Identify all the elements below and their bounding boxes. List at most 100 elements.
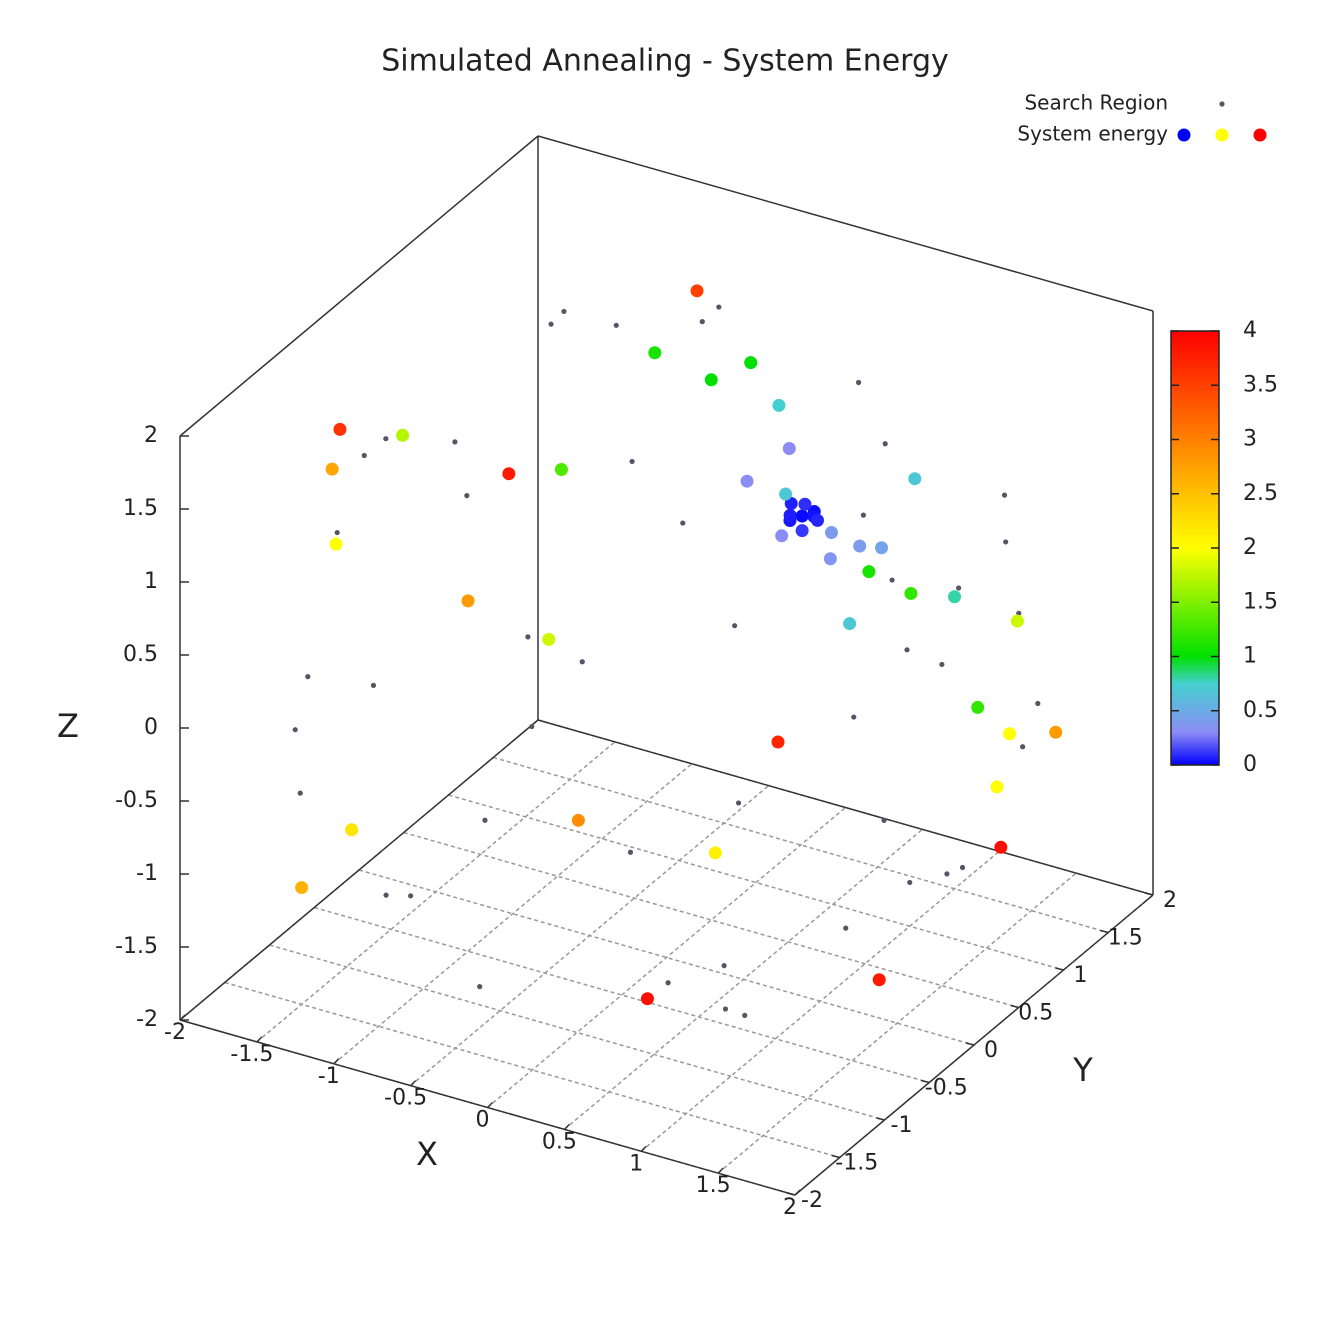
energy-point (325, 462, 339, 476)
y-tick-label: 0 (984, 1038, 998, 1063)
energy-point (782, 441, 796, 455)
legend-marker (1253, 128, 1267, 142)
search-point (665, 980, 671, 986)
search-point (907, 879, 913, 886)
cb-tick-label: 1 (1243, 644, 1257, 669)
y-tick-label: 2 (1163, 888, 1177, 913)
energy-point (784, 497, 798, 511)
z-tick-label: 1.5 (123, 496, 158, 521)
z-tick-label: 0 (144, 715, 158, 740)
energy-point (744, 356, 758, 370)
y-tick (876, 1117, 885, 1121)
search-point (882, 441, 888, 447)
grid-line (493, 756, 1109, 934)
grid-line (333, 763, 693, 1065)
z-tick-label: -1.5 (115, 934, 158, 959)
energy-point (843, 617, 857, 631)
energy-point (690, 284, 704, 298)
search-point (944, 871, 950, 877)
y-tick-label: -1 (891, 1113, 913, 1138)
y-tick (1055, 967, 1064, 971)
x-tick (794, 1189, 801, 1196)
energy-point (872, 973, 886, 987)
search-point (722, 1006, 729, 1012)
x-tick-label: 2 (783, 1195, 797, 1220)
x-tick (563, 1123, 570, 1130)
legend-label: System energy (1017, 122, 1168, 146)
energy-point (798, 497, 812, 511)
search-point (1020, 744, 1026, 750)
search-point (629, 458, 635, 465)
x-tick (640, 1145, 647, 1152)
search-point (680, 520, 686, 526)
z-tick-label: -2 (136, 1007, 158, 1032)
search-point (383, 436, 389, 442)
cb-tick-label: 0.5 (1243, 698, 1278, 723)
search-point (297, 790, 303, 796)
search-point (525, 634, 531, 640)
search-point (529, 723, 535, 730)
energy-point (795, 524, 809, 538)
search-point (627, 849, 634, 855)
search-point (292, 727, 298, 733)
energy-point (783, 508, 797, 522)
energy-point (1010, 614, 1024, 628)
energy-point (811, 513, 824, 527)
search-point (959, 864, 966, 871)
cb-tick-label: 3.5 (1243, 372, 1278, 397)
energy-point (772, 398, 786, 412)
box-edge (537, 135, 1154, 312)
energy-point (1049, 725, 1063, 739)
search-point (613, 322, 619, 328)
y-tick-label: -2 (801, 1188, 823, 1213)
search-point (721, 963, 727, 969)
y-tick (1100, 929, 1109, 934)
chart-title: Simulated Annealing - System Energy (381, 44, 949, 79)
cb-tick-label: 3 (1243, 427, 1257, 452)
legend-marker (1177, 128, 1191, 142)
energy-point (571, 813, 585, 827)
y-tick-label: 1 (1074, 963, 1088, 988)
energy-point (875, 541, 889, 555)
search-point (361, 452, 367, 459)
x-tick (333, 1058, 340, 1065)
grid-line (403, 831, 1019, 1009)
search-point (334, 529, 340, 536)
x-axis-label: X (416, 1135, 438, 1173)
z-tick-label: 0.5 (123, 642, 158, 667)
energy-point (948, 590, 961, 604)
y-tick-label: -1.5 (835, 1151, 878, 1176)
z-axis-label: Z (57, 707, 79, 745)
cb-tick-label: 1.5 (1243, 589, 1278, 614)
x-tick-label: 0.5 (542, 1129, 577, 1154)
energy-point (542, 632, 556, 646)
x-tick (179, 1014, 186, 1021)
x-tick-label: 0 (476, 1108, 490, 1133)
x-tick-label: -0.5 (384, 1086, 427, 1111)
energy-point (994, 840, 1008, 854)
x-tick (410, 1080, 417, 1087)
grid-line (448, 794, 1064, 971)
search-point (889, 577, 895, 583)
cb-tick-label: 2 (1243, 535, 1257, 560)
y-tick-label: -0.5 (925, 1076, 968, 1101)
grid-line (224, 981, 840, 1159)
cb-tick-label: 2.5 (1243, 481, 1278, 506)
energy-point (862, 565, 876, 579)
energy-point (853, 539, 867, 553)
energy-point (333, 422, 347, 436)
energy-point (502, 467, 516, 481)
box-edge (179, 719, 539, 1021)
search-point (742, 1012, 748, 1019)
energy-point (779, 487, 793, 501)
search-point (482, 817, 488, 823)
energy-point (461, 594, 475, 608)
y-tick (1010, 1004, 1019, 1009)
search-point (939, 661, 945, 668)
grid-line (269, 944, 885, 1121)
z-tick-label: -0.5 (115, 788, 158, 813)
y-tick (965, 1042, 975, 1046)
z-tick-label: -1 (136, 861, 158, 886)
legend-marker (1219, 101, 1225, 107)
